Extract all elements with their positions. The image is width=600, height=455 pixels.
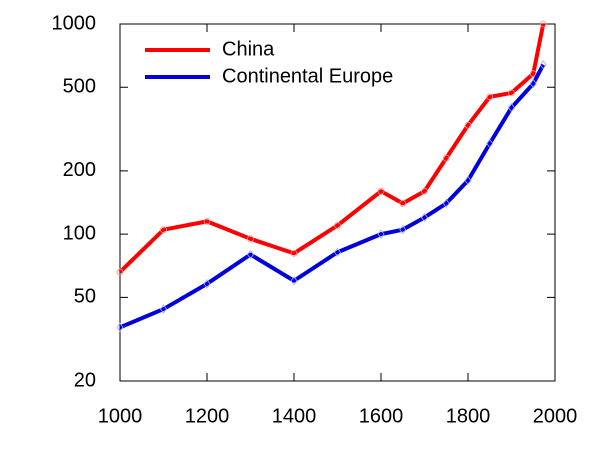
- x-tick-label: 1000: [98, 405, 143, 427]
- point: [529, 79, 537, 89]
- x-tick-label: 1800: [446, 405, 491, 427]
- point: [334, 247, 341, 257]
- point: [160, 304, 167, 314]
- point: [508, 102, 515, 113]
- point: [421, 187, 428, 195]
- point: [203, 217, 211, 225]
- y-tick-label: 50: [74, 286, 96, 308]
- point: [334, 222, 341, 229]
- point: [421, 212, 428, 223]
- y-tick-label: 20: [74, 369, 96, 391]
- point: [508, 89, 515, 97]
- point: [442, 154, 450, 162]
- series-line: [118, 23, 546, 274]
- point: [116, 322, 124, 333]
- series-line: [119, 63, 546, 330]
- point: [539, 60, 547, 70]
- y-tick-label: 1000: [52, 12, 97, 34]
- legend-label: Continental Europe: [222, 65, 393, 87]
- plot-frame: [119, 23, 556, 382]
- y-tick-label: 200: [63, 159, 96, 181]
- point: [399, 200, 407, 207]
- x-tick-label: 1200: [185, 405, 230, 427]
- point: [247, 235, 254, 243]
- point: [486, 138, 494, 149]
- x-tick-label: 2000: [533, 405, 578, 427]
- y-tick-label: 100: [63, 222, 96, 244]
- point: [539, 20, 547, 28]
- x-tick-label: 1400: [272, 405, 317, 427]
- point: [247, 249, 254, 260]
- point: [290, 249, 298, 257]
- legend-label: China: [222, 38, 275, 60]
- point: [290, 276, 298, 286]
- point: [442, 198, 450, 209]
- point: [203, 279, 211, 289]
- point: [529, 70, 537, 78]
- point: [160, 226, 167, 234]
- point: [116, 268, 124, 276]
- point: [377, 229, 385, 239]
- point: [464, 175, 472, 186]
- y-tick-label: 500: [63, 76, 96, 98]
- point: [464, 121, 472, 129]
- point: [377, 187, 385, 195]
- point: [399, 225, 407, 235]
- x-tick-label: 1600: [359, 405, 404, 427]
- point: [486, 93, 494, 101]
